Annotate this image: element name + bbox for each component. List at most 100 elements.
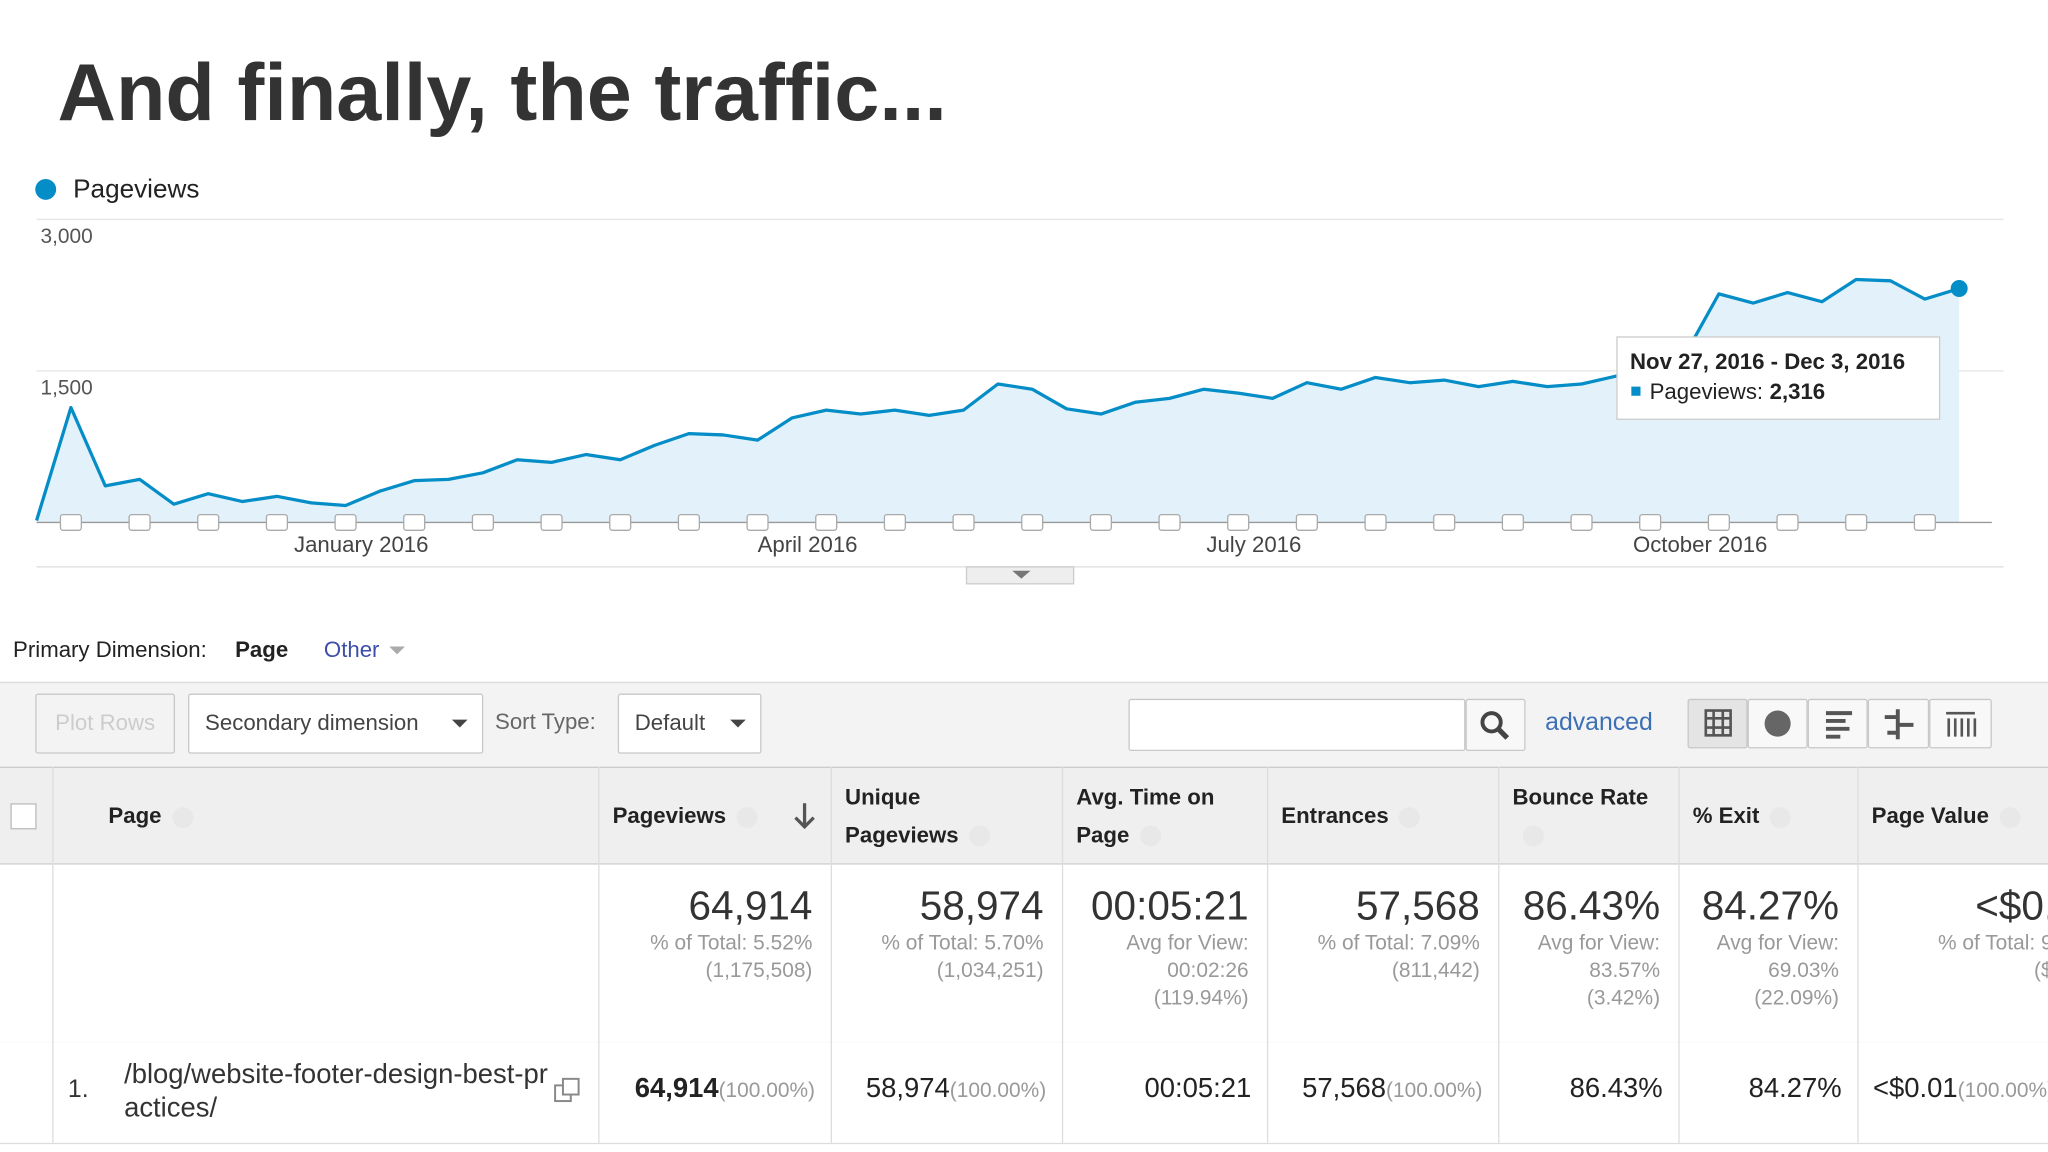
annotation-icon xyxy=(403,513,426,531)
help-icon[interactable] xyxy=(969,825,990,847)
total-detail: 00:02:26 xyxy=(1167,959,1249,983)
chart: Pageviews 1,500 3,000 January 2016 April 20… xyxy=(35,174,2004,585)
column-header[interactable]: Entrances xyxy=(1281,767,1490,865)
totals-cell: 84.27% Avg for View: 69.03% (22.09%) xyxy=(1678,883,1857,1012)
x-tick-label: January 2016 xyxy=(294,532,428,557)
help-icon[interactable] xyxy=(171,806,193,828)
legend-label[interactable]: Pageviews xyxy=(73,174,199,204)
annotation-icon xyxy=(1089,513,1112,531)
sort-type-label: Sort Type: xyxy=(495,709,596,735)
annotation-icon xyxy=(1433,513,1456,531)
total-detail: (22.09%) xyxy=(1754,987,1840,1010)
column-divider xyxy=(830,766,832,1143)
column-divider xyxy=(52,766,54,1143)
cell-percent: (100.00%) xyxy=(718,1080,816,1103)
help-icon[interactable] xyxy=(1522,825,1544,847)
header-row xyxy=(0,766,2048,865)
column-header-label: Page xyxy=(108,797,193,835)
plot-rows-button[interactable]: Plot Rows xyxy=(35,693,176,754)
help-icon[interactable] xyxy=(1999,806,2021,828)
total-value: 84.27% xyxy=(1701,882,1840,929)
cell-value: 64,914 xyxy=(634,1073,719,1104)
view-comparison[interactable] xyxy=(1867,698,1930,749)
column-header[interactable]: Unique Pageviews xyxy=(845,767,1054,865)
total-detail: (3.42%) xyxy=(1586,987,1661,1010)
total-detail: Avg for View: xyxy=(1126,932,1249,955)
column-header-label: Page Value xyxy=(1872,797,2021,835)
annotation-icon xyxy=(815,513,838,531)
annotation-icon xyxy=(952,513,975,531)
cell-value: 84.27% xyxy=(1748,1073,1842,1104)
legend-dot xyxy=(35,178,57,200)
data-row xyxy=(0,1042,2048,1145)
column-header-label: % Exit xyxy=(1693,797,1791,835)
column-divider xyxy=(1061,766,1064,1143)
row-cell: 58,974(100.00%) xyxy=(831,1074,1062,1105)
column-divider xyxy=(1857,766,1859,1143)
annotation-icon xyxy=(59,513,83,531)
column-header[interactable]: Page Value xyxy=(1872,767,2048,865)
column-header[interactable]: Avg. Time on Page xyxy=(1076,767,1259,865)
view-table[interactable] xyxy=(1687,698,1748,749)
annotation-icon xyxy=(1501,513,1524,531)
column-header-label: Avg. Time on Page xyxy=(1076,784,1215,848)
column-divider xyxy=(1678,766,1680,1143)
totals-cell: 57,568 % of Total: 7.09% (811,442) xyxy=(1267,883,1498,985)
annotation-icon xyxy=(1364,513,1387,531)
x-tick-label: April 2016 xyxy=(758,532,858,557)
total-detail: (1,175,508) xyxy=(705,959,813,983)
select-all-checkbox[interactable] xyxy=(10,803,37,830)
tooltip-swatch xyxy=(1631,386,1641,396)
help-icon[interactable] xyxy=(736,806,758,828)
x-tick-label: October 2016 xyxy=(1633,532,1767,557)
annotation-icon xyxy=(540,513,563,531)
tooltip-title: Nov 27, 2016 - Dec 3, 2016 xyxy=(1630,349,1905,374)
search-input[interactable] xyxy=(1128,698,1466,752)
total-detail: (119.94%) xyxy=(1153,987,1249,1010)
column-header[interactable]: Pageviews xyxy=(613,767,823,865)
annotation-icon xyxy=(1913,513,1936,531)
view-performance[interactable] xyxy=(1807,698,1868,749)
dimension-page[interactable]: Page xyxy=(235,637,289,663)
row-cell: 57,568(100.00%) xyxy=(1267,1074,1498,1105)
dimension-other[interactable]: Other xyxy=(323,637,380,663)
row-cell: <$0.01(100.00%) xyxy=(1857,1074,2048,1105)
help-icon[interactable] xyxy=(1139,825,1161,847)
open-link-icon[interactable] xyxy=(552,1076,581,1105)
annotation-icon xyxy=(334,513,357,531)
totals-cell: 64,914 % of Total: 5.52% (1,175,508) xyxy=(598,883,830,985)
total-detail: % of Total: 5.70% xyxy=(881,932,1044,955)
column-header[interactable]: Page xyxy=(108,767,590,865)
cell-value: 00:05:21 xyxy=(1144,1073,1252,1104)
sort-arrow[interactable] xyxy=(792,801,818,832)
view-pivot[interactable] xyxy=(1929,698,1992,749)
total-detail: Avg for View: xyxy=(1716,932,1840,955)
help-icon[interactable] xyxy=(1769,806,1791,828)
cell-value: 86.43% xyxy=(1569,1073,1663,1104)
column-header[interactable]: Bounce Rate xyxy=(1512,767,1670,865)
help-icon[interactable] xyxy=(1399,806,1421,828)
total-detail: % of Total: 9.84% xyxy=(1937,932,2048,955)
annotation-icon xyxy=(1021,513,1044,531)
view-pie[interactable] xyxy=(1747,698,1808,749)
tooltip-box xyxy=(1616,336,1941,420)
row-cell: 86.43% xyxy=(1498,1074,1678,1105)
totals-row xyxy=(0,864,2048,1044)
row-cell: 64,914(100.00%) xyxy=(598,1074,830,1105)
search-button[interactable] xyxy=(1465,698,1526,752)
advanced-link[interactable]: advanced xyxy=(1545,709,1653,737)
cell-value: 57,568 xyxy=(1302,1073,1387,1104)
total-detail: (811,442) xyxy=(1391,959,1480,983)
annotation-icon xyxy=(128,513,151,531)
annotation-icon xyxy=(677,513,700,531)
row-page[interactable]: /blog/website-footer-design-best-practic… xyxy=(124,1059,548,1124)
column-header[interactable]: % Exit xyxy=(1693,767,1850,865)
column-header-label: Entrances xyxy=(1281,797,1421,835)
annotation-icon xyxy=(1570,513,1593,531)
column-header-label: Pageviews xyxy=(613,797,758,835)
y-tick-label: 1,500 xyxy=(40,377,92,400)
cell-percent: (100.00%) xyxy=(1386,1080,1483,1103)
secondary-dimension-button[interactable]: Secondary dimension xyxy=(188,693,484,754)
totals-cell: 00:05:21 Avg for View: 00:02:26 (119.94%) xyxy=(1062,883,1267,1012)
